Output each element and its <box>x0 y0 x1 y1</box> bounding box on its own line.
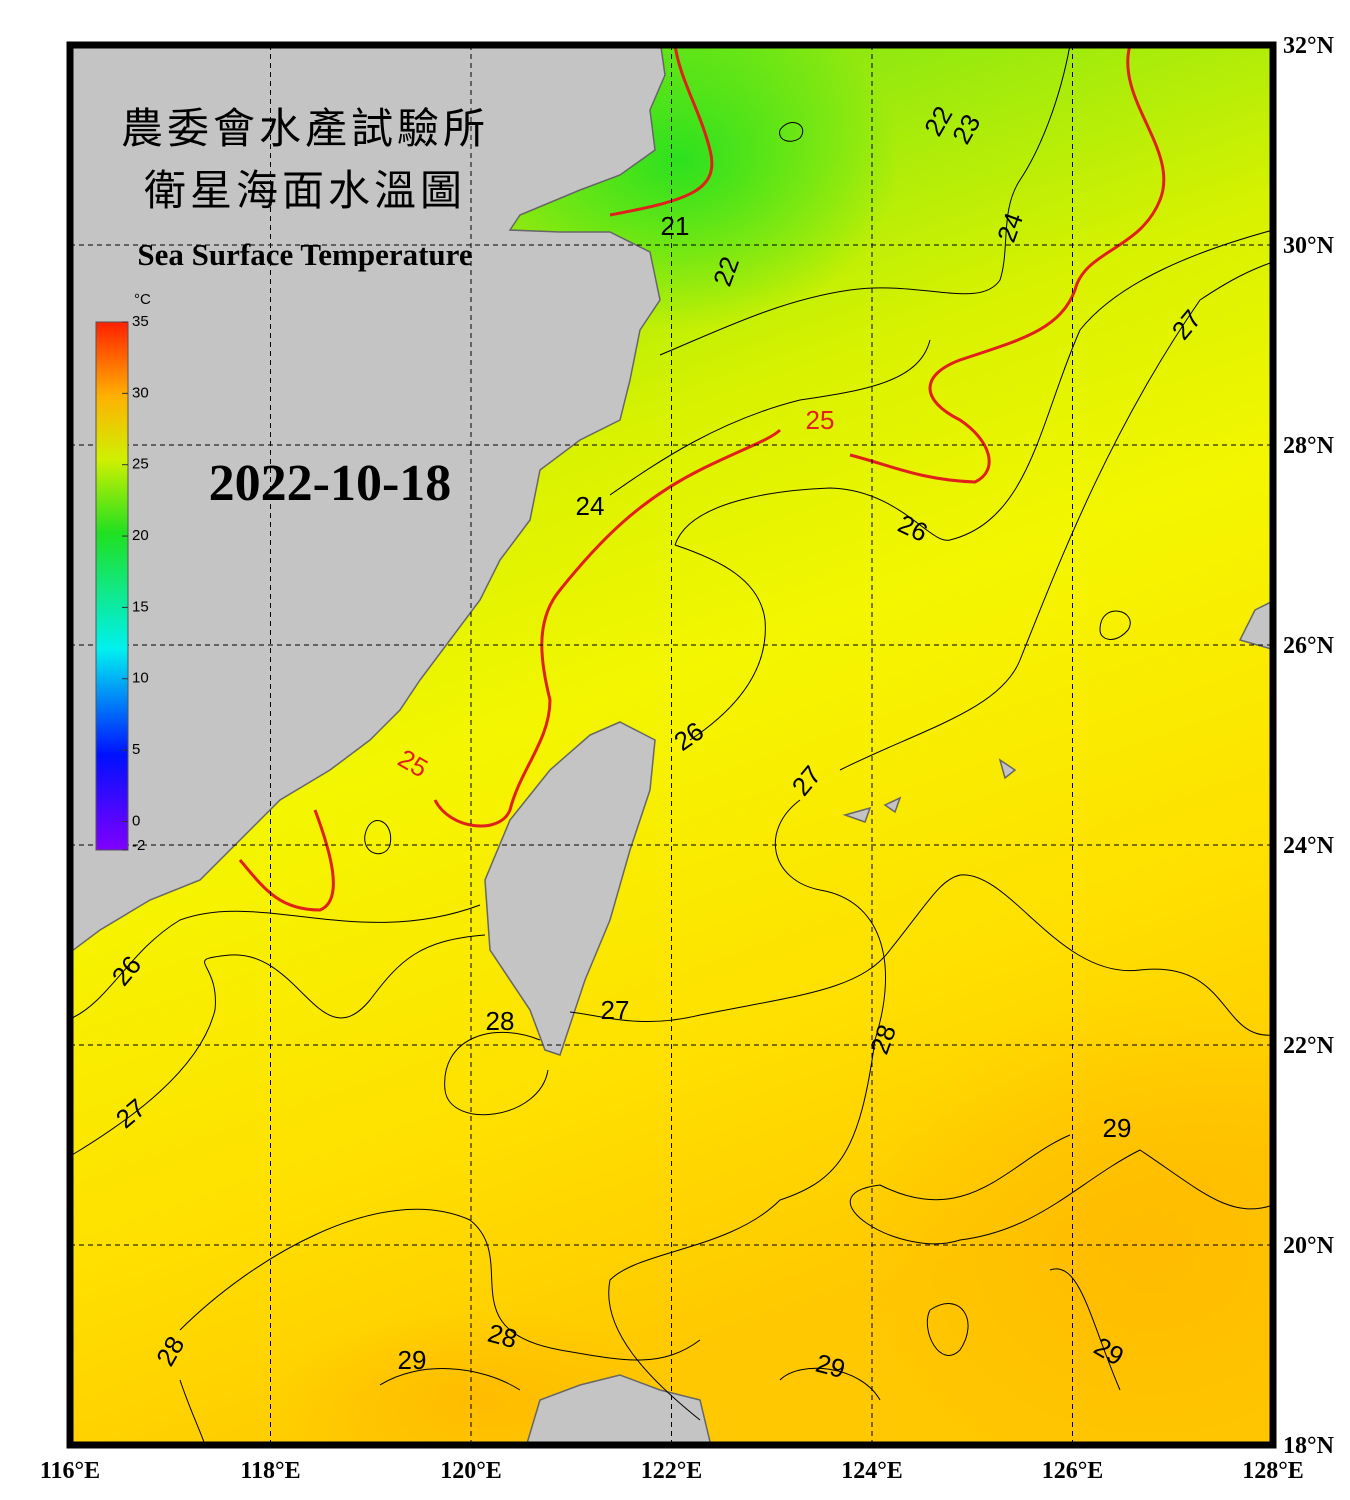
isotherm <box>839 261 1273 771</box>
ryukyu <box>842 600 1273 823</box>
taiwan <box>484 721 656 1056</box>
isotherm <box>674 229 1273 546</box>
contour-label: 21 <box>661 211 690 241</box>
title-zh: 農委會水產試驗所 <box>121 104 489 153</box>
colorbar-tick-label: 0 <box>132 812 140 829</box>
isotherm <box>379 1368 521 1391</box>
lat-label: 20°N <box>1283 1233 1335 1259</box>
colorbar-tick-label: 15 <box>132 598 149 615</box>
isotherm <box>608 799 886 1421</box>
date: 2022-10-18 <box>209 455 452 512</box>
lat-label: 24°N <box>1283 833 1335 859</box>
contour-label: 29 <box>398 1345 427 1375</box>
lat-label: 18°N <box>1283 1433 1335 1459</box>
colorbar-tick-label: 20 <box>132 527 149 544</box>
lat-label: 22°N <box>1283 1033 1335 1059</box>
map-frame <box>66 41 1277 1449</box>
lat-label: 26°N <box>1283 633 1335 659</box>
title-en: Sea Surface Temperature <box>137 237 472 272</box>
contour-label: 29 <box>1103 1113 1132 1143</box>
lon-label: 126°E <box>1042 1458 1104 1484</box>
colorbar-tick-label: 35 <box>132 313 149 330</box>
colorbar-tick-label: 30 <box>132 384 149 401</box>
isotherm <box>674 544 766 741</box>
lon-label: 122°E <box>641 1458 703 1484</box>
mainland <box>70 45 666 954</box>
isotherm <box>71 934 486 1156</box>
map-area <box>70 45 1273 1445</box>
lon-label: 128°E <box>1242 1458 1304 1484</box>
contour-label: 28 <box>486 1006 515 1036</box>
lat-label: 32°N <box>1283 33 1335 59</box>
lon-label: 118°E <box>240 1458 300 1484</box>
isotherm <box>179 122 1131 1445</box>
colorbar-tick-label: 25 <box>132 456 149 473</box>
title-zh: 衛星海面水溫圖 <box>144 166 466 215</box>
isotherm <box>71 904 481 1019</box>
colorbar-unit: °C <box>134 291 151 308</box>
isotherm <box>444 1031 549 1116</box>
contour-label: 24 <box>576 491 605 521</box>
isotherm <box>238 809 335 912</box>
colorbar <box>95 321 129 851</box>
isotherm <box>609 339 931 496</box>
contour-label: 25 <box>806 405 835 435</box>
colorbar-tick-label: 5 <box>132 741 140 758</box>
isotherm <box>849 45 1166 484</box>
lon-label: 120°E <box>440 1458 502 1484</box>
lon-label: 124°E <box>841 1458 903 1484</box>
isotherm <box>659 45 1071 356</box>
isotherm <box>433 428 782 828</box>
isotherm <box>569 874 1273 1036</box>
graticule <box>70 45 1273 1445</box>
lat-label: 28°N <box>1283 433 1335 459</box>
isotherm <box>609 45 714 217</box>
lat-label: 30°N <box>1283 233 1335 259</box>
colorbar-tick-label: -2 <box>132 837 145 854</box>
colorbar-tick-label: 10 <box>132 670 149 687</box>
lon-label: 116°E <box>40 1458 100 1484</box>
isotherm <box>850 1134 1273 1245</box>
contour-label: 27 <box>601 995 630 1025</box>
warm-water <box>850 1000 1273 1445</box>
